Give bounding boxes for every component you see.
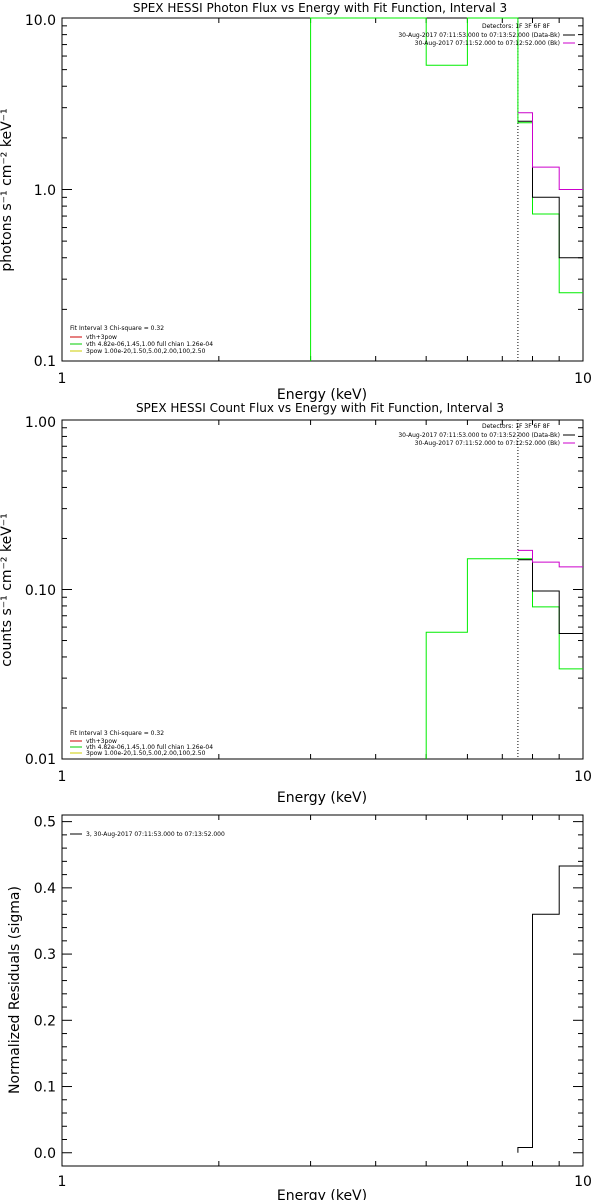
series-line-0 [517,865,583,1153]
panel1-legend-bk: 30-Aug-2017 07:11:52.000 to 07:12:52.000… [415,40,560,47]
panel1-series-group [310,17,583,361]
panel3-xlabel: Energy (keV) [277,1188,367,1200]
panel1-fit-header: Fit Interval 3 Chi-square = 0.32 [70,325,164,332]
panel1-frame [61,17,584,362]
panel1-ytick-1.0: 1.0 [34,183,56,199]
panel1-ytick-10.0: 10.0 [25,13,56,29]
panel1-xtick-10: 10 [574,371,592,387]
panel3-frame [61,814,584,1167]
series-line-0 [425,558,583,759]
panel3-ytick-label: 0.5 [34,815,56,831]
panel2-fit-vth: vth 4.82e-06,1.45,1.00 full chian 1.26e-… [86,744,213,751]
series-line-1 [517,559,583,634]
panel2-ylabel: counts s⁻¹ cm⁻² keV⁻¹ [0,513,15,667]
panel2-legend-data: 30-Aug-2017 07:11:53.000 to 07:13:52.000… [398,432,560,439]
panel2-legend-header: Detectors: 1F 3F 6F 8F [482,423,551,430]
panel2-ticks [61,419,584,760]
panel2-series-group [425,420,583,759]
panel2-ytick-0.10: 0.10 [25,583,56,599]
panel2-xtick-1: 1 [58,769,67,785]
panel2-frame [61,419,584,760]
panel3-series-group [517,865,583,1153]
panel1-fit-pow: 3pow 1.00e-20,1.50,5.00,2.00,100,2.50 [86,348,206,355]
panel3-ytick-labels: 0.0 0.1 0.2 0.3 0.4 0.5 [34,815,56,1162]
panel3-ticks [61,815,584,1166]
panel3-ytick-label: 0.1 [34,1080,56,1096]
series-line-2 [517,549,583,568]
panel1-legend-header: Detectors: 1F 3F 6F 8F [482,23,551,30]
photon-flux-panel: SPEX HESSI Photon Flux vs Energy with Fi… [0,1,592,403]
panel2-ytick-1.00: 1.00 [25,415,56,431]
panel1-fit-vth: vth 4.82e-06,1.45,1.00 full chian 1.26e-… [86,341,213,348]
panel1-ytick-0.1: 0.1 [34,354,56,370]
panel3-xtick-1: 1 [58,1174,67,1190]
series-line-1 [517,120,583,259]
panel3-ytick-label: 0.4 [34,881,56,897]
panel1-ylabel: photons s⁻¹ cm⁻² keV⁻¹ [0,108,15,271]
panel1-legend-data: 30-Aug-2017 07:11:53.000 to 07:13:52.000… [398,32,560,39]
panel1-fit-total: vth+3pow [86,334,117,341]
panel3-ytick-label: 0.3 [34,947,56,963]
panel2-fit-total: vth+3pow [86,738,117,745]
panel2-xlabel: Energy (keV) [277,790,367,806]
series-line-0 [310,17,583,361]
panel1-xlabel: Energy (keV) [277,387,367,403]
panel3-xtick-10: 10 [574,1174,592,1190]
panel1-xtick-1: 1 [58,371,67,387]
panel1-ticks [61,17,584,362]
panel3-legend-entry: 3, 30-Aug-2017 07:11:53.000 to 07:13:52.… [86,831,225,838]
panel3-ylabel: Normalized Residuals (sigma) [7,886,23,1094]
panel2-xtick-10: 10 [574,769,592,785]
panel2-legend-bk: 30-Aug-2017 07:11:52.000 to 07:12:52.000… [415,440,560,447]
panel2-fit-pow: 3pow 1.00e-20,1.50,5.00,2.00,100,2.50 [86,750,206,757]
panel2-fit-header: Fit Interval 3 Chi-square = 0.32 [70,730,164,737]
residuals-panel: 1 10 0.0 0.1 0.2 0.3 0.4 0.5 Energy (keV) Nor… [7,814,592,1200]
panel3-ytick-label: 0.2 [34,1013,56,1029]
count-flux-panel: SPEX HESSI Count Flux vs Energy with Fit… [0,401,592,806]
panel1-title: SPEX HESSI Photon Flux vs Energy with Fi… [133,1,507,15]
series-line-2 [517,112,583,190]
panel2-title: SPEX HESSI Count Flux vs Energy with Fit… [136,401,504,415]
panel2-ytick-0.01: 0.01 [25,752,56,768]
panel3-ytick-label: 0.0 [34,1146,56,1162]
